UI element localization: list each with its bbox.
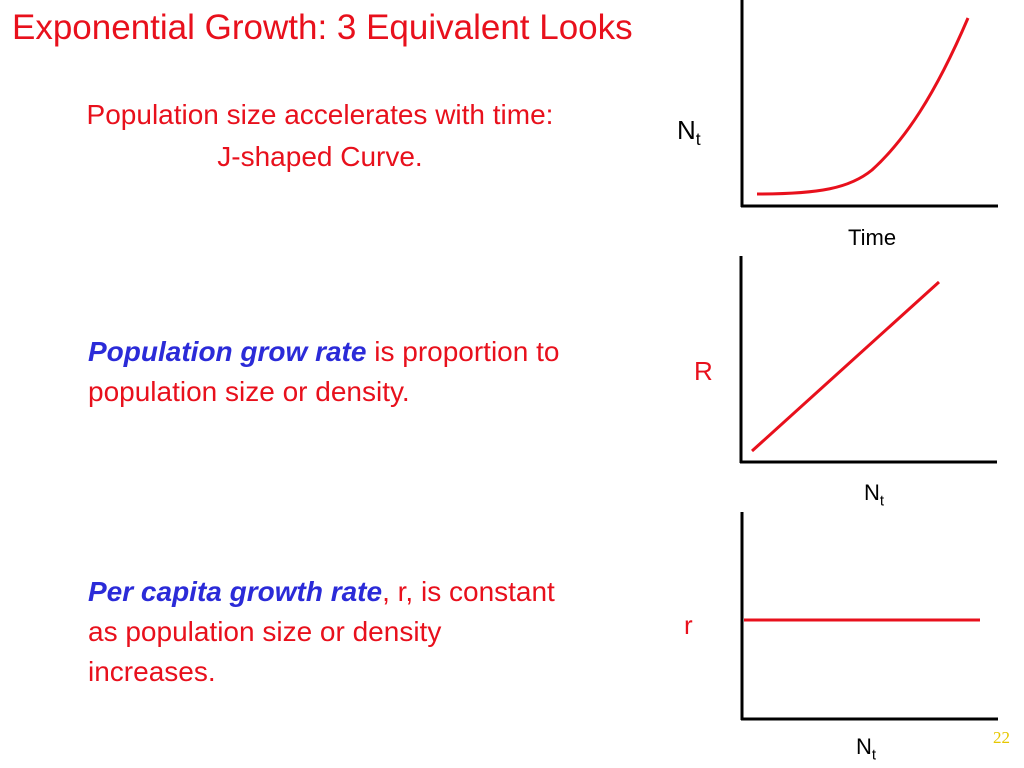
emphasis-text: Per capita growth rate	[88, 576, 383, 607]
chart-exponential	[740, 0, 998, 208]
linear-growth-line	[750, 280, 941, 453]
subtitle-line-1: Population size accelerates with time:	[86, 99, 554, 130]
emphasis-text: Population grow rate	[88, 336, 367, 367]
body-text: , r, is constant as population size or d…	[88, 576, 555, 687]
slide-title: Exponential Growth: 3 Equivalent Looks	[12, 8, 633, 47]
chart2-x-label: Nt	[864, 480, 885, 510]
page-number: 22	[993, 728, 1010, 747]
chart-linear	[739, 256, 997, 464]
j-shaped-curve	[756, 17, 970, 196]
chart3-y-label: r	[684, 610, 693, 640]
chart1-x-label: Time	[848, 225, 897, 250]
chart1-y-label: Nt	[677, 115, 701, 150]
slide-subtitle: Population size accelerates with time: J…	[20, 94, 620, 178]
chart2-y-label: R	[694, 356, 713, 386]
body-text: is proportion to population size or dens…	[88, 336, 560, 407]
population-growth-rate-paragraph: Population grow rate is proportion to po…	[88, 332, 648, 412]
subtitle-line-2: J-shaped Curve.	[217, 141, 423, 172]
chart3-x-label: Nt	[856, 734, 877, 764]
chart-constant	[740, 512, 998, 721]
per-capita-growth-rate-paragraph: Per capita growth rate, r, is constant a…	[88, 572, 568, 692]
